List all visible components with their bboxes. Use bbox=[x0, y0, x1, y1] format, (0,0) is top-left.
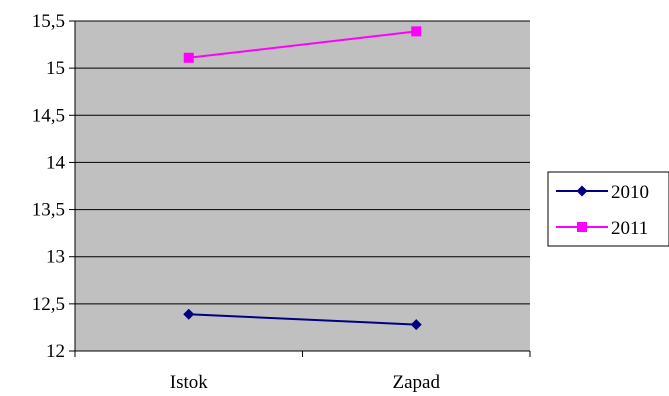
x-tick-label: Istok bbox=[170, 372, 209, 393]
data-point bbox=[411, 26, 422, 37]
legend: 2010 2011 bbox=[547, 171, 669, 247]
y-axis-ticks: 12 12,5 13 13,5 14 14,5 15 15,5 bbox=[32, 11, 75, 362]
y-tick-label: 13,5 bbox=[32, 200, 65, 221]
gridlines bbox=[75, 20, 530, 305]
legend-label: 2011 bbox=[611, 218, 648, 239]
y-tick-label: 15 bbox=[46, 58, 65, 79]
plot-area bbox=[75, 21, 530, 351]
y-tick-label: 15,5 bbox=[32, 11, 65, 32]
series-2010 bbox=[183, 308, 422, 331]
series-2011 bbox=[183, 26, 422, 63]
series-line bbox=[188, 313, 417, 326]
legend-marker bbox=[576, 185, 588, 197]
y-tick-label: 12 bbox=[46, 341, 65, 362]
series-layer bbox=[183, 26, 422, 331]
data-point bbox=[183, 308, 195, 320]
series-line bbox=[188, 30, 417, 59]
legend-marker bbox=[577, 222, 587, 232]
legend-box bbox=[547, 171, 669, 247]
y-tick-label: 14 bbox=[46, 152, 66, 173]
y-tick-label: 13 bbox=[46, 247, 65, 268]
y-tick-label: 14,5 bbox=[32, 105, 65, 126]
data-point bbox=[410, 319, 422, 331]
legend-item: 2010 bbox=[556, 182, 649, 203]
x-tick-label: Zapad bbox=[393, 372, 441, 393]
x-axis-ticks: Istok Zapad bbox=[74, 351, 531, 393]
y-tick-label: 12,5 bbox=[32, 294, 65, 315]
legend-item: 2011 bbox=[556, 218, 648, 239]
data-point bbox=[183, 52, 194, 63]
legend-label: 2010 bbox=[611, 182, 649, 203]
